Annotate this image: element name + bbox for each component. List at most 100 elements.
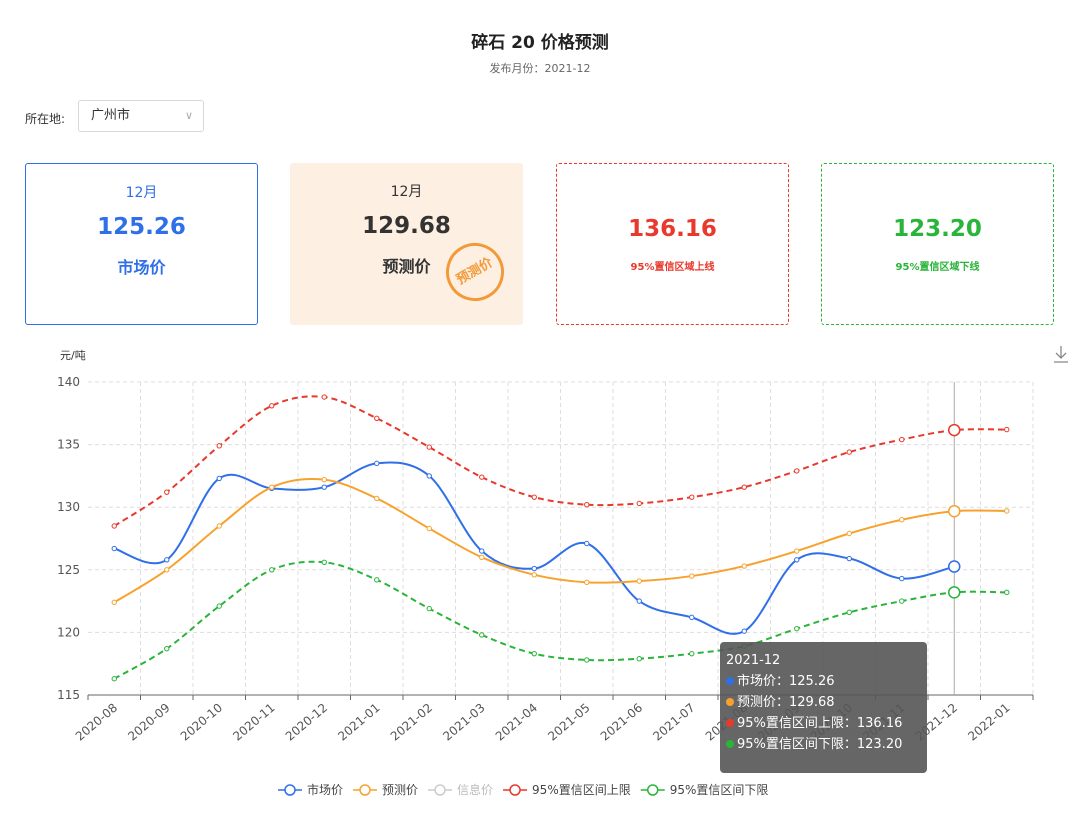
legend-label[interactable]: 95%置信区间上限 bbox=[532, 783, 631, 797]
legend-marker bbox=[284, 784, 296, 796]
x-tick-label: 2020-12 bbox=[283, 701, 330, 744]
point bbox=[374, 577, 380, 583]
tooltip-dot bbox=[726, 719, 734, 727]
point bbox=[741, 563, 747, 569]
point bbox=[584, 540, 590, 547]
card-label: 95%置信区域上线 bbox=[630, 262, 715, 273]
point bbox=[636, 598, 642, 604]
card-month: 12月 bbox=[390, 184, 423, 200]
select-value[interactable]: 广州市 bbox=[91, 108, 131, 123]
legend-label[interactable]: 预测价 bbox=[382, 783, 418, 797]
card: 136.16 95%置信区域上线 bbox=[556, 163, 789, 325]
download-icon[interactable] bbox=[1054, 346, 1068, 363]
point bbox=[636, 500, 642, 507]
card: 123.20 95%置信区域下线 bbox=[821, 163, 1054, 325]
point bbox=[216, 475, 222, 482]
select-arrow[interactable]: ∨ bbox=[184, 109, 193, 122]
point bbox=[531, 565, 537, 572]
point bbox=[689, 494, 695, 500]
x-tick-label: 2021-07 bbox=[650, 701, 697, 744]
point bbox=[636, 655, 642, 662]
point bbox=[426, 444, 432, 450]
x-tick-label: 2021-05 bbox=[545, 701, 592, 744]
point bbox=[948, 586, 961, 599]
point bbox=[479, 474, 485, 480]
point bbox=[741, 628, 747, 634]
point bbox=[689, 614, 695, 621]
tooltip-text: 95%置信区间上限：136.16 bbox=[737, 716, 903, 731]
tooltip-row: 95%置信区间上限：136.16 bbox=[726, 713, 921, 734]
point bbox=[741, 484, 747, 490]
tooltip-title: 2021-12 bbox=[726, 653, 781, 668]
page-subtitle: 发布月份：2021-12 bbox=[489, 62, 591, 75]
page-title: 碎石 20 价格预测 bbox=[471, 33, 609, 53]
point bbox=[321, 476, 327, 483]
point bbox=[846, 555, 852, 562]
x-tick-label: 2021-02 bbox=[388, 701, 435, 744]
x-tick-label: 2020-09 bbox=[125, 701, 172, 744]
point bbox=[689, 573, 695, 579]
city-select[interactable]: 广州市 ∨ bbox=[78, 100, 204, 132]
card-label: 预测价 bbox=[382, 257, 431, 276]
card-label: 95%置信区域下线 bbox=[895, 262, 980, 273]
point bbox=[111, 523, 117, 529]
series-line bbox=[113, 461, 955, 635]
point bbox=[164, 557, 170, 563]
point bbox=[479, 554, 485, 560]
y-tick-label: 140 bbox=[57, 375, 80, 389]
point bbox=[111, 545, 117, 552]
legend-marker bbox=[509, 784, 521, 796]
point bbox=[846, 530, 852, 537]
point bbox=[948, 560, 961, 573]
y-tick-label: 135 bbox=[57, 438, 80, 452]
point bbox=[689, 650, 695, 657]
card-value: 129.68 bbox=[362, 213, 451, 239]
point bbox=[216, 603, 222, 609]
point bbox=[1004, 589, 1010, 596]
point bbox=[531, 572, 537, 578]
point bbox=[846, 609, 852, 616]
card: 12月 125.26 市场价 bbox=[25, 163, 258, 325]
point bbox=[269, 403, 275, 409]
x-tick-label: 2020-11 bbox=[230, 701, 277, 744]
point bbox=[111, 599, 117, 606]
point bbox=[1004, 426, 1010, 433]
card-value: 136.16 bbox=[628, 216, 717, 242]
x-tick-label: 2021-01 bbox=[335, 701, 382, 744]
tooltip-dot bbox=[726, 740, 734, 748]
legend-marker bbox=[434, 784, 446, 796]
card-value: 123.20 bbox=[893, 216, 982, 242]
point bbox=[531, 494, 537, 500]
x-tick-label: 2020-10 bbox=[178, 701, 225, 744]
legend-marker bbox=[359, 784, 371, 796]
point bbox=[636, 578, 642, 584]
card-value: 125.26 bbox=[97, 214, 186, 240]
point bbox=[899, 436, 905, 443]
point bbox=[426, 525, 432, 532]
point bbox=[321, 484, 327, 490]
point bbox=[899, 517, 905, 523]
point bbox=[1004, 508, 1010, 514]
legend-label[interactable]: 信息价 bbox=[457, 782, 493, 797]
legend-label[interactable]: 市场价 bbox=[307, 782, 343, 797]
point bbox=[164, 567, 170, 573]
legend-label[interactable]: 95%置信区间下限 bbox=[670, 783, 769, 797]
filter-label: 所在地: bbox=[25, 112, 66, 126]
point bbox=[948, 504, 961, 518]
point bbox=[479, 548, 485, 554]
point bbox=[794, 468, 800, 474]
point bbox=[321, 559, 327, 565]
y-tick-label: 115 bbox=[57, 688, 80, 702]
point bbox=[794, 625, 800, 632]
tooltip: 2021-12 市场价：125.26 预测价：129.68 95%置信区间上限：13… bbox=[720, 642, 927, 773]
download-glyph[interactable] bbox=[1054, 346, 1068, 363]
x-tick-label: 2021-06 bbox=[598, 701, 645, 744]
point bbox=[794, 557, 800, 563]
tooltip-row: 95%置信区间下限：123.20 bbox=[726, 734, 921, 755]
point bbox=[899, 575, 905, 582]
point bbox=[374, 460, 380, 467]
series-line bbox=[113, 560, 1007, 680]
x-tick-label: 2022-01 bbox=[965, 701, 1012, 744]
point bbox=[426, 473, 432, 479]
